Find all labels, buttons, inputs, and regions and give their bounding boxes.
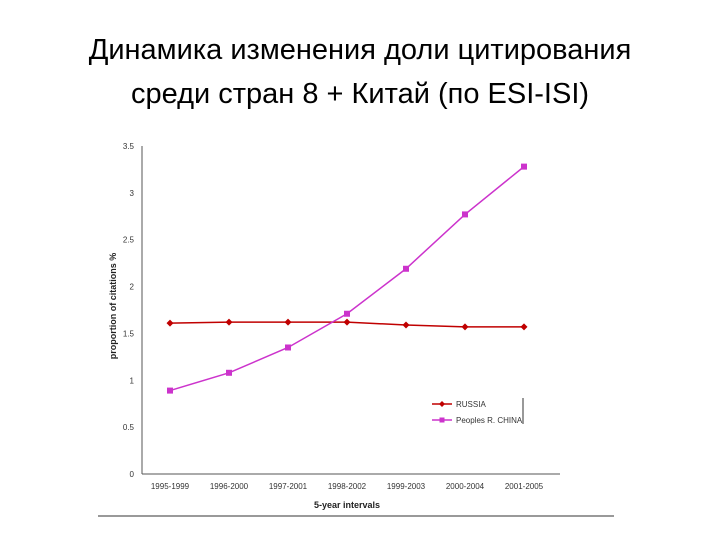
y-tick-label: 3 <box>130 189 135 198</box>
x-axis: 1995-1999 1996-2000 1997-2001 1998-2002 1999… <box>142 473 560 491</box>
data-point <box>462 211 468 218</box>
data-point <box>167 387 173 394</box>
data-point <box>285 344 291 351</box>
data-point <box>520 323 528 331</box>
x-tick-label: 1998-2002 <box>328 482 367 491</box>
y-tick-label: 1.5 <box>123 329 135 338</box>
data-point <box>284 318 292 326</box>
x-tick-label: 1995-1999 <box>151 482 190 491</box>
y-tick-label: 2.5 <box>123 236 135 245</box>
x-tick-label: 2000-2004 <box>446 482 485 491</box>
series-group <box>166 163 528 394</box>
legend-item: Peoples R. CHINA <box>432 416 523 425</box>
slide-title-line-2: среди стран 8 + Китай (по ESI-ISI) <box>130 78 590 110</box>
data-point <box>521 163 527 170</box>
series-line <box>169 166 525 392</box>
series-russia <box>166 318 528 331</box>
legend-marker <box>439 401 445 407</box>
y-tick-label: 2 <box>130 283 135 292</box>
slide-title-line-1: Динамика изменения доли цитирования <box>88 34 632 66</box>
legend: RUSSIA Peoples R. CHINA <box>432 398 524 425</box>
y-axis-title: proportion of citations % <box>108 253 118 360</box>
data-point <box>344 310 350 317</box>
data-point <box>402 321 410 329</box>
y-tick-label: 0.5 <box>123 423 135 432</box>
data-point <box>403 265 409 272</box>
y-axis: 0 0.5 1 1.5 2 2.5 3 3.5 <box>123 142 143 479</box>
data-point <box>461 323 469 331</box>
data-point <box>226 369 232 376</box>
legend-marker <box>439 417 445 423</box>
x-tick-label: 1996-2000 <box>210 482 249 491</box>
x-tick-label: 1997-2001 <box>269 482 308 491</box>
x-tick-label: 1999-2003 <box>387 482 426 491</box>
legend-item: RUSSIA <box>432 400 486 409</box>
x-tick-label: 2001-2005 <box>505 482 544 491</box>
x-axis-title: 5-year intervals <box>314 500 380 510</box>
data-point <box>343 318 351 326</box>
legend-label: RUSSIA <box>456 400 486 409</box>
y-tick-label: 0 <box>130 470 135 479</box>
data-point <box>225 318 233 326</box>
legend-label: Peoples R. CHINA <box>456 416 523 425</box>
y-tick-label: 3.5 <box>123 142 135 151</box>
data-point <box>166 319 174 327</box>
series-china <box>167 163 527 394</box>
slide-title: Динамика изменения доли цитирования сред… <box>0 28 720 116</box>
y-tick-label: 1 <box>130 376 135 385</box>
